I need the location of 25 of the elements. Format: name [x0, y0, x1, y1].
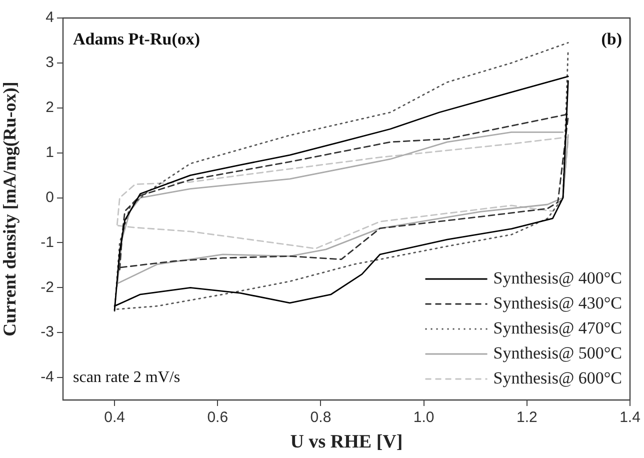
y-tick-label: 1 — [46, 144, 54, 161]
x-tick-label: 0.4 — [104, 409, 125, 426]
x-tick-label: 0.6 — [207, 409, 228, 426]
y-tick-label: 0 — [46, 188, 54, 206]
x-tick-label: 1.0 — [413, 409, 434, 426]
annotation: Adams Pt-Ru(ox) — [73, 29, 200, 48]
legend-label: Synthesis@ 600°C — [493, 368, 622, 388]
y-tick-label: 2 — [46, 99, 54, 116]
legend-label: Synthesis@ 400°C — [493, 268, 622, 288]
x-tick-label: 1.2 — [516, 409, 538, 426]
y-tick-label: 4 — [46, 9, 54, 26]
legend-label: Synthesis@ 430°C — [493, 293, 622, 312]
y-axis-title: Current density [mA/mg(Ru-ox)] — [0, 82, 20, 336]
annotation: (b) — [601, 29, 622, 48]
x-tick-label: 1.4 — [620, 409, 640, 426]
x-tick-label: 0.8 — [310, 409, 332, 426]
x-axis-title: U vs RHE [V] — [290, 432, 403, 453]
annotation: scan rate 2 mV/s — [73, 369, 180, 386]
legend-label: Synthesis@ 500°C — [493, 343, 622, 362]
y-tick-label: -3 — [40, 324, 54, 341]
y-tick-label: -1 — [40, 234, 54, 251]
y-tick-label: -4 — [40, 368, 54, 386]
y-tick-label: 3 — [46, 54, 54, 72]
legend-label: Synthesis@ 470°C — [493, 318, 622, 338]
y-tick-label: -2 — [40, 278, 54, 296]
